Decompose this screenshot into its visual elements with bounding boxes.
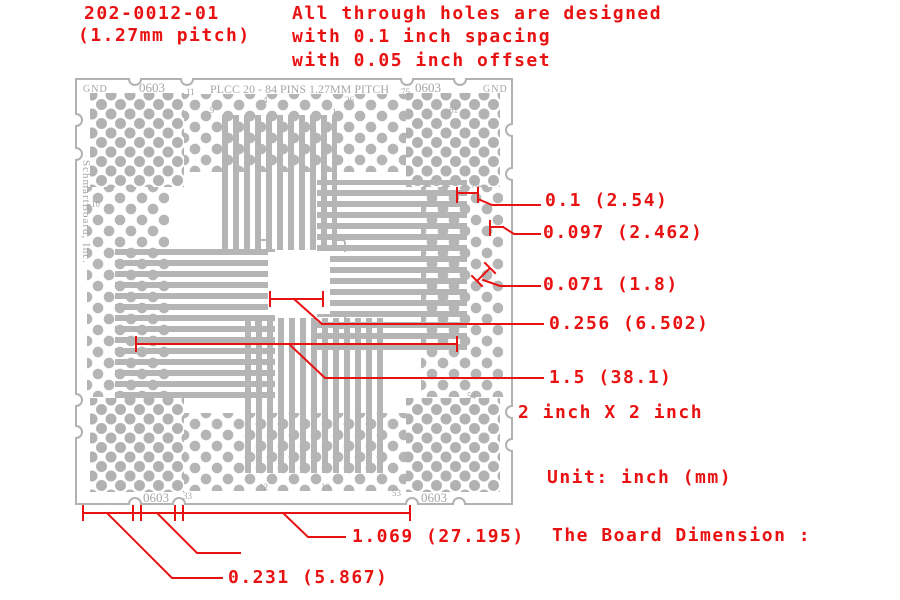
pin-number: 61 [449,105,458,115]
smd-0603-label-tl: 0603 [139,80,165,95]
pin-number: 11 [186,87,195,97]
edge-notch [400,78,414,86]
note-line-2: with 0.1 inch spacing [292,26,552,47]
dim-leader-0-231 [105,511,223,579]
silkscreen-bracket-br [333,316,346,329]
pitch-label: (1.27mm pitch) [78,25,251,46]
edge-notch [75,425,83,439]
pin-number: 1 [332,107,337,117]
part-number: 202-0012-01 [84,3,220,24]
pin-number: 74 [471,180,480,190]
edge-notch [505,167,513,181]
corner-cluster-0603-tr [406,93,500,187]
dim-label-0-1: 0.1 (2.54) [545,190,669,211]
pin-number: 9 [210,105,215,115]
dim-leader-1-069 [281,511,346,538]
pin-number: 4 [263,95,268,105]
dim-label-0-097: 0.097 (2.462) [543,222,704,243]
smt-stripes-left [115,248,275,398]
pin-number: 33 [183,491,192,501]
board-size-note: 2 inch X 2 inch [518,402,704,423]
dim-label-1-5: 1.5 (38.1) [549,367,673,388]
dim-leader-middle [155,511,241,554]
edge-notch [505,405,513,419]
pin-number: 26 [345,95,354,105]
pin-number: 18 [321,482,330,492]
pcb-board: GND 0603 PLCC 20 - 84 PINS 1.27MM PITCH … [75,78,513,505]
dim-label-0-231: 0.231 (5.867) [228,567,389,588]
dim-label-0-071: 0.071 (1.8) [543,274,679,295]
pin-number: 12 [259,482,268,492]
edge-notch [75,147,83,161]
pin-number: 54 [467,391,476,401]
note-line-3: with 0.05 inch offset [292,50,552,71]
dim-chain-bottom [82,505,411,521]
gnd-label-left: GND [83,84,108,95]
corner-cluster-0603-bl [90,398,184,492]
board-dimension-heading: The Board Dimension : [552,525,812,546]
edge-notch [505,438,513,452]
edge-notch [405,497,419,505]
silkscreen-bracket-tl [255,239,268,252]
smd-0603-label-tr: 0603 [415,80,441,95]
silkscreen-bracket-tr [333,239,346,252]
pin-number: 53 [392,488,401,498]
corner-cluster-0603-tl [90,93,184,187]
edge-notch [505,123,513,137]
brand-label: SchmartBoard, Inc. [80,160,92,264]
note-line-1: All through holes are designed [292,3,663,24]
edge-notch [75,113,83,127]
edge-notch [453,78,467,86]
smd-0603-label-bl: 0603 [143,490,169,505]
edge-notch [128,497,142,505]
edge-notch [172,497,186,505]
gnd-label-right: GND [483,84,508,95]
pin-number: 10 [91,199,100,209]
dim-label-0-256: 0.256 (6.502) [549,313,710,334]
smd-0603-label-br: 0603 [421,490,447,505]
center-blank-area [268,252,330,314]
edge-notch [452,497,466,505]
edge-notch [128,78,142,86]
unit-note: Unit: inch (mm) [547,467,733,488]
dim-label-1-069: 1.069 (27.195) [352,526,525,547]
pin-number: 75 [401,87,410,97]
silkscreen-bracket-bl [255,316,268,329]
board-title: PLCC 20 - 84 PINS 1.27MM PITCH [209,82,390,96]
edge-notch [180,78,194,86]
edge-notch [75,393,83,407]
corner-cluster-0603-br [406,398,500,492]
